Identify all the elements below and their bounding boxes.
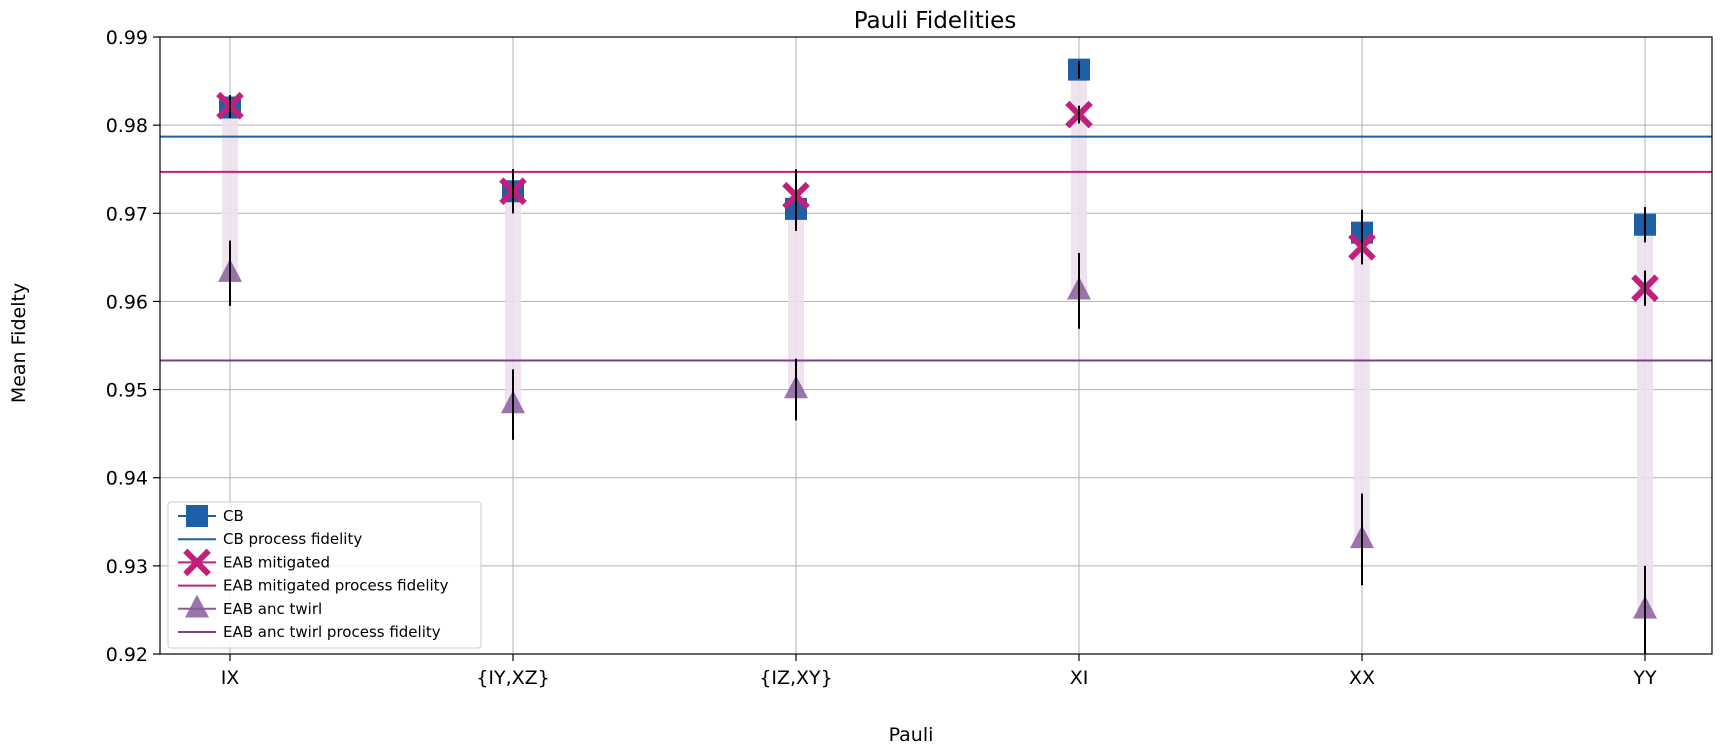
legend-marker-swatch [183,548,211,577]
x-tick-label: XI [1070,667,1089,689]
legend-box [167,501,482,649]
x-tick-label: XX [1349,667,1375,689]
fidelity-band [788,195,804,390]
y-tick-label: 0.98 [106,115,148,137]
legend-entry-label: EAB mitigated [223,553,330,571]
y-tick-label: 0.97 [106,203,148,225]
x-axis-label: Pauli [889,724,934,746]
legend-entry-label: EAB anc twirl [223,600,322,618]
legend-marker-swatch [186,505,208,527]
legend-entry-label: CB process fidelity [223,530,362,548]
legend-entry-label: EAB anc twirl process fidelity [223,623,441,641]
legend-entry-label: EAB mitigated process fidelity [223,577,449,595]
x-tick-label: YY [1632,667,1657,689]
y-tick-label: 0.94 [106,468,148,490]
legend: CB CB process fidelity EAB mitigated EAB mi… [167,501,482,649]
x-tick-label: IX [221,667,240,689]
y-tick-label: 0.95 [106,380,148,402]
fidelity-band [1354,232,1370,540]
x-tick-label: {IZ,XY} [759,667,832,689]
y-tick-label: 0.96 [106,291,148,313]
y-tick-label: 0.93 [106,556,148,578]
x-tick-label: {IY,XZ} [476,667,549,689]
fidelity-band [1637,224,1653,610]
fidelity-band [222,105,238,274]
fidelity-band [1071,69,1087,291]
legend-entry-label: CB [223,507,244,525]
y-tick-label: 0.92 [106,644,148,666]
plot-area: 0.92 0.93 0.94 0.95 0.96 0.97 0.98 0.99 IX {IY,XZ… [106,27,1713,689]
chart-title: Pauli Fidelities [854,8,1017,34]
y-axis-label: Mean Fidelty [8,283,30,403]
fidelity-band [505,191,521,405]
y-tick-label: 0.99 [106,27,148,49]
legend-marker-swatch [185,594,209,618]
plot-frame [159,36,1713,655]
